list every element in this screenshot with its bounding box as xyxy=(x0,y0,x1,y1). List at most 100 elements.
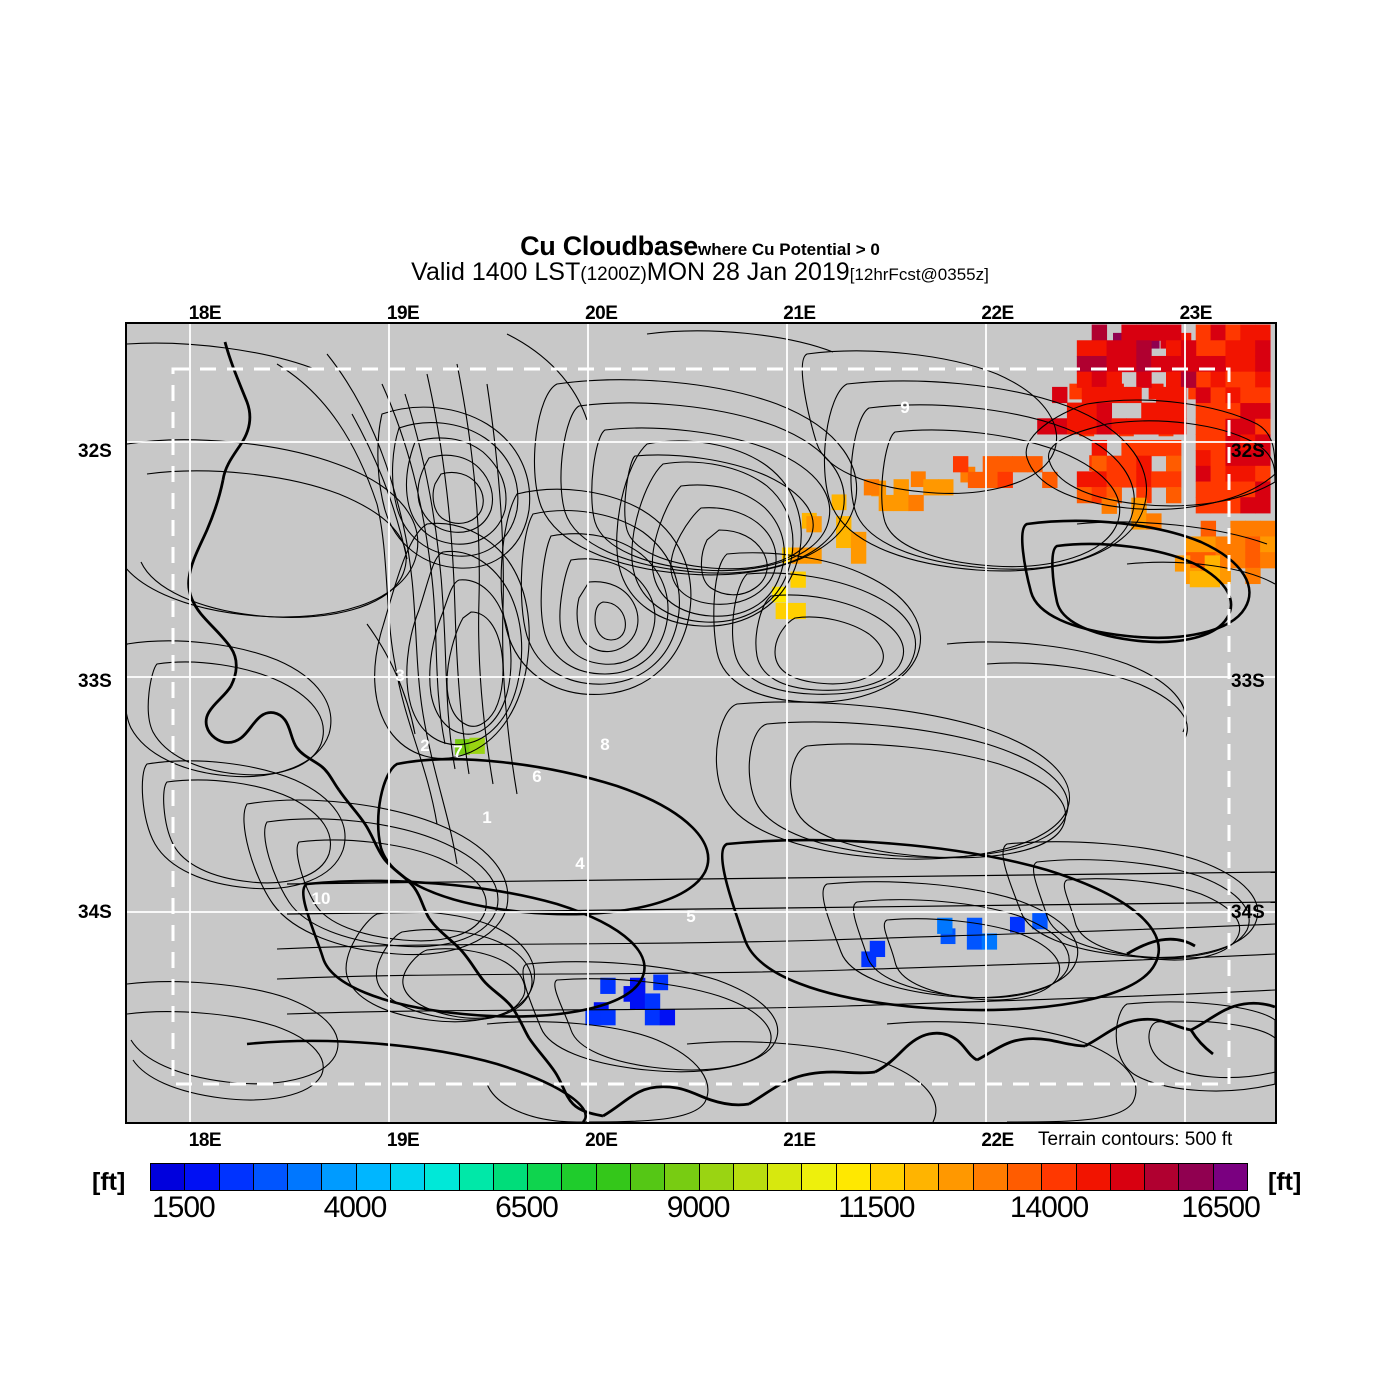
colorbar-swatch-10 xyxy=(493,1164,529,1190)
colorbar-swatch-21 xyxy=(870,1164,906,1190)
data-cell xyxy=(1096,386,1113,404)
data-cell xyxy=(1245,567,1261,585)
lat-label-right-33S: 33S xyxy=(1231,671,1265,693)
data-cell xyxy=(1210,497,1226,514)
data-cell-cluster xyxy=(1076,439,1182,504)
data-cell xyxy=(937,917,953,934)
data-cell xyxy=(1096,402,1113,419)
forecast-tag: [12hrFcst@0355z] xyxy=(849,265,989,284)
data-cell xyxy=(653,974,669,991)
data-cell xyxy=(923,479,939,496)
data-cell xyxy=(1121,471,1137,488)
terrain-contours xyxy=(127,330,1275,1122)
colorbar-swatch-2 xyxy=(219,1164,254,1190)
graticule xyxy=(127,324,1275,1122)
lon-label-top-22E: 22E xyxy=(981,303,1014,324)
data-cell-cluster xyxy=(869,940,886,958)
site-marker-1: 1 xyxy=(482,808,492,827)
colorbar-swatch-22 xyxy=(905,1164,940,1190)
data-cell xyxy=(1195,387,1212,404)
major-contours xyxy=(246,519,1251,1122)
lon-label-top-18E: 18E xyxy=(188,303,222,324)
data-cell xyxy=(1106,471,1122,488)
data-cell xyxy=(1210,481,1226,498)
data-cell xyxy=(585,1009,601,1026)
data-cell xyxy=(850,547,867,564)
colorbar-swatch-18 xyxy=(768,1164,803,1190)
data-cell xyxy=(1042,471,1058,489)
data-cell xyxy=(1255,387,1271,404)
lon-label-bottom-19E: 19E xyxy=(386,1130,420,1151)
data-cell xyxy=(1091,439,1108,457)
data-cell xyxy=(910,471,926,488)
data-cell xyxy=(1121,324,1137,341)
data-cell xyxy=(1195,481,1212,498)
data-cell xyxy=(1260,520,1275,537)
data-cell xyxy=(908,494,924,512)
colorbar-swatch-27 xyxy=(1076,1164,1111,1190)
data-cell xyxy=(1195,465,1212,483)
data-cell xyxy=(869,940,886,958)
data-cell xyxy=(1240,465,1256,483)
colorbar[interactable] xyxy=(150,1163,1248,1191)
colorbar-swatch-12 xyxy=(562,1164,597,1190)
data-cell xyxy=(1126,418,1142,435)
data-cell xyxy=(1121,455,1137,472)
data-cell xyxy=(1195,340,1212,357)
data-cell xyxy=(1091,455,1108,472)
data-cell xyxy=(1225,324,1241,341)
data-cell xyxy=(1156,418,1172,435)
data-cell xyxy=(1255,340,1271,357)
data-cell-cluster xyxy=(1032,913,1048,930)
data-cell xyxy=(1166,371,1182,388)
data-cell xyxy=(1126,386,1142,404)
data-cell xyxy=(997,471,1013,489)
chart-subtitle: Valid 1400 LST(1200Z)MON 28 Jan 2019[12h… xyxy=(0,258,1400,287)
data-cell xyxy=(775,602,791,620)
data-cell xyxy=(1260,552,1275,569)
data-cell xyxy=(600,977,616,994)
data-cell xyxy=(1156,386,1172,404)
forecast-map[interactable] xyxy=(125,322,1277,1124)
data-cell xyxy=(1245,552,1261,569)
site-marker-3: 3 xyxy=(395,666,405,685)
data-cell xyxy=(1136,324,1152,341)
data-cell xyxy=(1240,324,1256,341)
data-cell xyxy=(1136,471,1152,488)
data-cell xyxy=(1210,387,1226,404)
data-cell xyxy=(1091,471,1108,488)
site-marker-7: 7 xyxy=(453,742,463,761)
data-cell-cluster xyxy=(1037,386,1187,435)
data-cell xyxy=(1210,340,1226,357)
colorbar-swatch-24 xyxy=(973,1164,1009,1190)
data-cell xyxy=(1255,324,1271,341)
data-cell xyxy=(1195,371,1212,388)
data-cell xyxy=(1210,371,1226,388)
data-cell xyxy=(982,471,999,489)
data-cell xyxy=(1240,497,1256,514)
coastline xyxy=(187,341,1275,1118)
data-cell xyxy=(850,531,867,549)
data-cell xyxy=(1180,340,1197,357)
data-cell xyxy=(1166,471,1182,488)
data-cell xyxy=(1170,418,1187,435)
data-cell xyxy=(1240,450,1256,467)
data-cell xyxy=(1136,340,1152,357)
title-main: Cu Cloudbase xyxy=(520,231,699,261)
data-cell xyxy=(966,917,983,934)
lon-label-bottom-20E: 20E xyxy=(585,1130,618,1151)
data-cell xyxy=(836,531,852,549)
data-cell xyxy=(1136,439,1152,457)
data-cell xyxy=(1210,465,1226,483)
data-cell xyxy=(1076,471,1093,488)
data-cell xyxy=(1141,402,1157,419)
lon-label-bottom-18E: 18E xyxy=(188,1130,222,1151)
domain-boundary-box xyxy=(171,367,1231,1086)
data-cell xyxy=(997,456,1013,473)
data-cell xyxy=(1255,355,1271,373)
lat-label-left-32S: 32S xyxy=(78,440,112,462)
data-cell xyxy=(1151,324,1167,341)
data-cell xyxy=(1136,455,1152,472)
valid-date: MON 28 Jan 2019 xyxy=(646,258,850,286)
data-cell-cluster xyxy=(863,479,954,512)
